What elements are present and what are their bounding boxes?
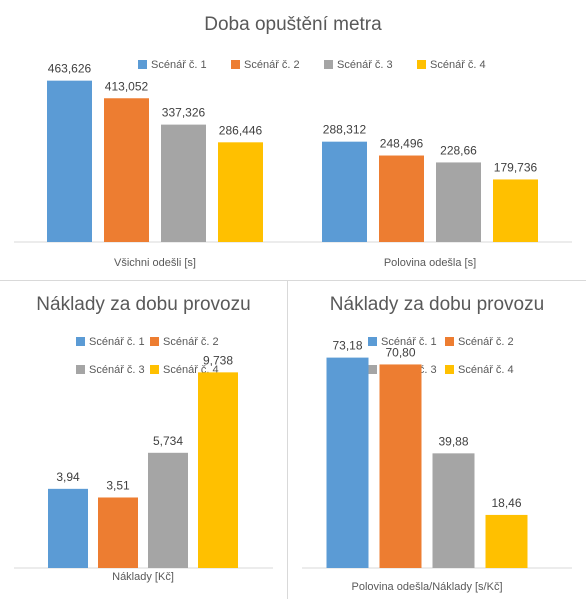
chart-escape-time-svg: Doba opuštění metra Scénář č. 1 Scénář č. … xyxy=(14,14,572,269)
data-label: 337,326 xyxy=(162,106,206,120)
category-label: Polovina odešla/Náklady [s/Kč] xyxy=(351,581,502,593)
horizontal-divider xyxy=(0,280,586,281)
bar-1-series-4 xyxy=(485,514,528,568)
chart-half-per-cost-svg: Náklady za dobu provozu Scénář č. 1 Scénář… xyxy=(302,294,572,593)
vertical-divider xyxy=(287,281,288,599)
data-label: 248,496 xyxy=(380,137,424,151)
data-label: 179,736 xyxy=(494,160,538,174)
bar-2-series-1 xyxy=(322,141,367,242)
legend-label-1: Scénář č. 1 xyxy=(151,59,207,71)
category-label: Všichni odešli [s] xyxy=(114,257,196,269)
data-label: 3,94 xyxy=(56,470,80,484)
bar-1-series-4 xyxy=(198,372,238,568)
data-label: 413,052 xyxy=(105,79,149,93)
chart-title: Doba opuštění metra xyxy=(204,14,382,35)
legend-swatch-2 xyxy=(445,337,454,346)
legend-label-3: Scénář č. 3 xyxy=(337,59,393,71)
bar-2-series-2 xyxy=(379,155,424,242)
legend-swatch-4 xyxy=(445,365,454,374)
bar-2-series-4 xyxy=(493,179,538,242)
data-label: 288,312 xyxy=(323,123,367,137)
chart-escape-time: Doba opuštění metra Scénář č. 1 Scénář č. … xyxy=(0,0,586,280)
legend-swatch-1 xyxy=(138,60,147,69)
data-label: 463,626 xyxy=(48,62,92,76)
data-label: 5,734 xyxy=(153,434,183,448)
bar-1-series-1 xyxy=(326,357,369,568)
category-label: Náklady [Kč] xyxy=(112,571,174,583)
legend-label-2: Scénář č. 2 xyxy=(244,59,300,71)
bar-1-series-4 xyxy=(218,142,263,242)
legend-label-3: Scénář č. 3 xyxy=(89,364,145,376)
data-label: 73,18 xyxy=(332,339,362,353)
legend-swatch-2 xyxy=(231,60,240,69)
data-label: 228,66 xyxy=(440,143,477,157)
data-label: 39,88 xyxy=(438,434,468,448)
category-label: Polovina odešla [s] xyxy=(384,257,476,269)
data-label: 286,446 xyxy=(219,123,263,137)
legend-swatch-4 xyxy=(150,365,159,374)
legend-swatch-2 xyxy=(150,337,159,346)
legend-swatch-3 xyxy=(324,60,333,69)
data-label: 18,46 xyxy=(491,496,521,510)
legend-label-1: Scénář č. 1 xyxy=(89,336,145,348)
legend-label-2: Scénář č. 2 xyxy=(163,336,219,348)
legend-label-2: Scénář č. 2 xyxy=(458,336,514,348)
data-label: 3,51 xyxy=(106,478,130,492)
data-label: 9,738 xyxy=(203,353,233,367)
legend-label-4: Scénář č. 4 xyxy=(430,59,486,71)
bar-2-series-3 xyxy=(436,162,481,242)
bar-1-series-2 xyxy=(98,497,138,568)
legend-label-1: Scénář č. 1 xyxy=(381,336,437,348)
bar-1-series-2 xyxy=(104,98,149,242)
bar-1-series-2 xyxy=(379,364,422,568)
bar-1-series-3 xyxy=(432,453,475,568)
legend-swatch-4 xyxy=(417,60,426,69)
chart-costs: Náklady za dobu provozu Scénář č. 1 Scénář… xyxy=(0,281,287,599)
chart-title: Náklady za dobu provozu xyxy=(330,294,544,315)
legend-swatch-1 xyxy=(368,337,377,346)
bar-1-series-1 xyxy=(48,488,88,568)
legend-swatch-3 xyxy=(368,365,377,374)
bar-1-series-3 xyxy=(161,124,206,242)
chart-costs-svg: Náklady za dobu provozu Scénář č. 1 Scénář… xyxy=(14,294,273,583)
legend-swatch-1 xyxy=(76,337,85,346)
bar-1-series-1 xyxy=(47,80,92,243)
chart-title: Náklady za dobu provozu xyxy=(36,294,250,315)
legend-label-4: Scénář č. 4 xyxy=(458,364,514,376)
bar-1-series-3 xyxy=(148,452,188,568)
chart-half-per-cost: Náklady za dobu provozu Scénář č. 1 Scénář… xyxy=(288,281,586,599)
data-label: 70,80 xyxy=(385,345,415,359)
legend-swatch-3 xyxy=(76,365,85,374)
